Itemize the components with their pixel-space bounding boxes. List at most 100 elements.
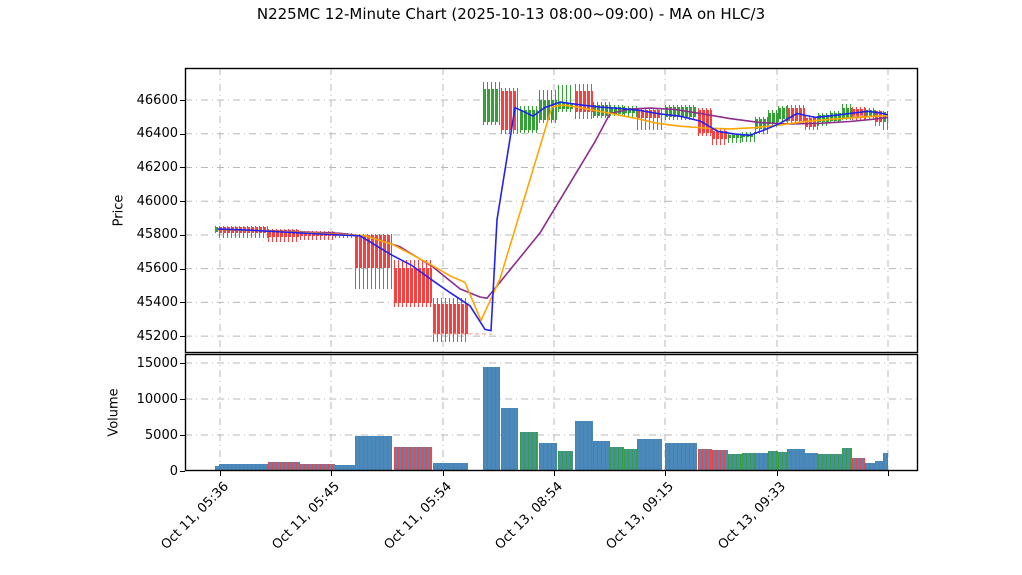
volume-bar xyxy=(355,436,392,471)
candle-lower-wicks xyxy=(883,122,888,130)
volume-bar xyxy=(778,451,787,471)
volume-bar xyxy=(852,457,865,471)
volume-tick-mark xyxy=(180,471,185,472)
candle-body xyxy=(818,114,830,123)
candle-lower-wicks xyxy=(637,117,662,131)
ma-slow-line xyxy=(217,107,889,299)
candle-upper-wicks xyxy=(215,226,219,228)
candle-body xyxy=(624,108,637,114)
candle-lower-wicks xyxy=(215,231,219,234)
x-tick-mark xyxy=(665,471,666,476)
price-tick-label: 45200 xyxy=(136,328,178,344)
x-tick-label: Oct 11, 05:54 xyxy=(381,479,455,553)
candle-upper-wicks xyxy=(742,131,755,134)
candle-body xyxy=(433,303,468,334)
candle-body xyxy=(215,227,219,232)
candle-lower-wicks xyxy=(268,237,300,242)
candle-upper-wicks xyxy=(355,234,392,236)
volume-bar xyxy=(818,454,830,471)
candle-upper-wicks xyxy=(787,104,805,109)
volume-tick-label: 0 xyxy=(169,463,178,479)
candle-body xyxy=(865,109,875,118)
volume-bar xyxy=(501,407,518,471)
volume-bar xyxy=(665,442,697,471)
candle-body xyxy=(755,119,768,129)
volume-bar xyxy=(768,451,778,471)
ma-fast-line xyxy=(217,101,889,332)
candle-upper-wicks xyxy=(483,82,500,90)
volume-bar xyxy=(755,453,768,471)
price-tick-mark xyxy=(180,234,185,236)
price-tick-label: 45800 xyxy=(136,227,178,243)
price-tick-mark xyxy=(180,268,185,270)
volume-bar xyxy=(575,421,593,471)
candle-body xyxy=(268,230,300,238)
candle-upper-wicks xyxy=(698,108,712,111)
candle-body xyxy=(665,106,697,118)
candle-upper-wicks xyxy=(842,104,852,108)
candle-lower-wicks xyxy=(593,115,610,118)
ma-mid-line xyxy=(217,104,889,322)
price-lines xyxy=(184,67,919,354)
candle-upper-wicks xyxy=(593,102,610,106)
price-plot xyxy=(184,67,919,354)
volume-bar xyxy=(728,454,742,471)
candle-lower-wicks xyxy=(355,267,392,290)
candle-body xyxy=(394,268,432,304)
volume-tick-mark xyxy=(180,363,185,364)
volume-lines xyxy=(184,353,919,472)
price-tick-mark xyxy=(180,167,185,169)
x-tick-mark xyxy=(888,471,889,476)
candle-lower-wicks xyxy=(219,233,268,238)
candle-lower-wicks xyxy=(300,235,335,240)
x-tick-label: Oct 13, 08:54 xyxy=(492,479,566,553)
volume-plot-spine xyxy=(184,353,919,472)
candle-upper-wicks xyxy=(883,110,888,112)
candle-body xyxy=(768,112,778,124)
candle-body xyxy=(842,107,852,118)
candle-lower-wicks xyxy=(520,130,538,133)
volume-bars-layer xyxy=(185,354,918,471)
price-grid xyxy=(185,68,918,353)
chart-title: N225MC 12-Minute Chart (2025-10-13 08:00… xyxy=(256,5,766,23)
candle-lower-wicks xyxy=(665,117,697,121)
volume-plot xyxy=(184,353,919,472)
candle-body xyxy=(805,117,818,128)
candle-lower-wicks xyxy=(558,109,573,112)
candle-body xyxy=(728,135,742,139)
volume-bar xyxy=(842,447,852,471)
volume-bar xyxy=(433,463,468,471)
volume-bar xyxy=(215,465,219,471)
volume-bar xyxy=(865,463,875,471)
candle-body xyxy=(610,107,624,115)
candle-upper-wicks xyxy=(520,106,538,110)
candle-body xyxy=(830,113,842,121)
candles-layer xyxy=(185,68,918,353)
candle-lower-wicks xyxy=(842,117,852,121)
volume-tick-mark xyxy=(180,435,185,436)
volume-bar xyxy=(268,462,300,471)
candle-body xyxy=(778,107,787,119)
volume-bar xyxy=(520,432,538,471)
candle-lower-wicks xyxy=(805,127,818,130)
candle-upper-wicks xyxy=(818,112,830,115)
candle-upper-wicks xyxy=(778,105,787,108)
candle-lower-wicks xyxy=(575,112,593,119)
candle-upper-wicks xyxy=(665,104,697,107)
volume-bar xyxy=(712,450,728,471)
price-tick-label: 45400 xyxy=(136,294,178,310)
x-tick-label: Oct 11, 05:45 xyxy=(269,479,343,553)
volume-bar xyxy=(593,441,610,471)
x-tick-label: Oct 13, 09:15 xyxy=(603,479,677,553)
candle-body xyxy=(712,130,728,139)
candle-upper-wicks xyxy=(575,84,593,92)
candle-lower-wicks xyxy=(433,333,468,342)
volume-bar xyxy=(558,450,573,471)
candle-upper-wicks xyxy=(610,104,624,108)
candle-body xyxy=(593,105,610,116)
candle-body xyxy=(558,103,573,110)
candle-upper-wicks xyxy=(865,107,875,110)
candle-upper-wicks xyxy=(830,110,842,114)
candle-lower-wicks xyxy=(394,303,432,308)
